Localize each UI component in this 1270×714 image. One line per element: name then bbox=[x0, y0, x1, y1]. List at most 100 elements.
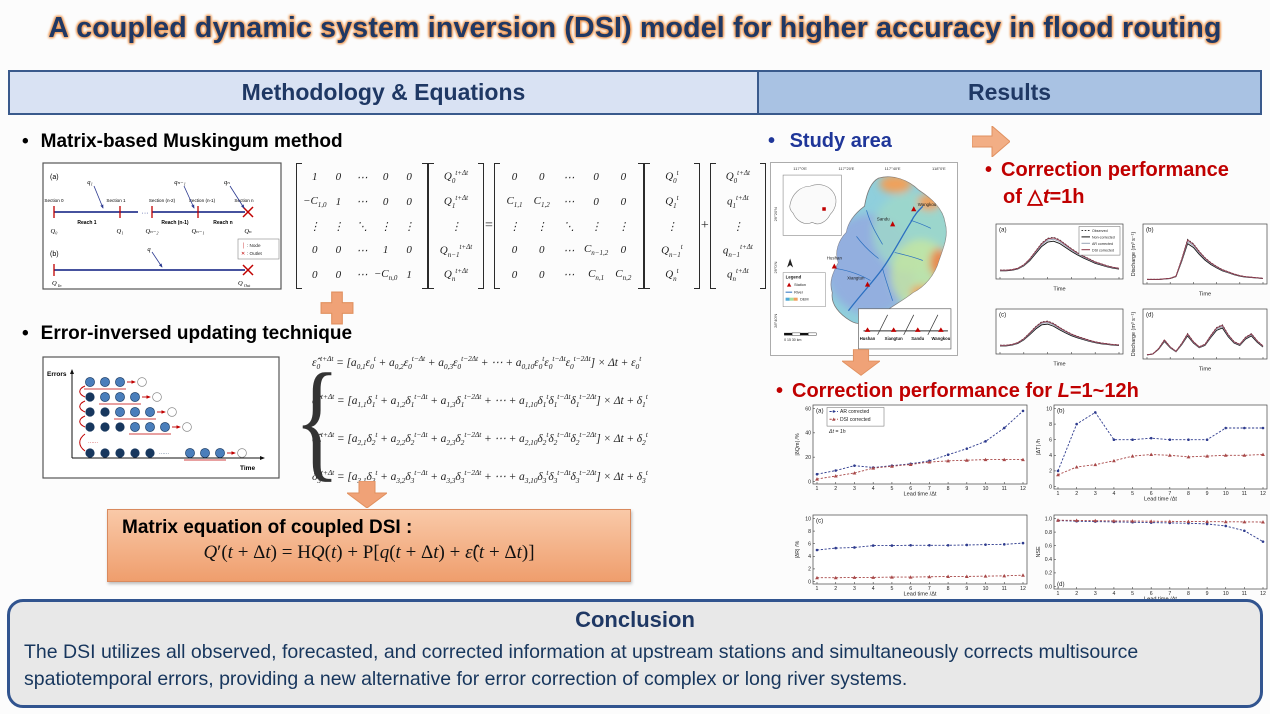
svg-text:6: 6 bbox=[1049, 438, 1052, 444]
lead-time-panel: 0 20 40 60 1 2 3 4 5 6 7 8 9 10 11 12 (a) |δQm| /% Lead ti… bbox=[793, 402, 1270, 603]
dsi-equation-box: Matrix equation of coupled DSI : Q′(t + … bbox=[107, 509, 631, 582]
lateral-vector: Q0t+Δt q1t+Δt ⋮ qn−1t+Δt qnt+Δt bbox=[709, 163, 766, 289]
plus-icon bbox=[320, 291, 354, 325]
svg-text:8: 8 bbox=[947, 586, 950, 592]
svg-text:1.0: 1.0 bbox=[1045, 516, 1052, 522]
map-tick: 117°20′E bbox=[838, 166, 854, 171]
heading-error-updating: • Error-inversed updating technique bbox=[22, 323, 353, 344]
svg-text:5: 5 bbox=[890, 486, 893, 492]
svg-text:Lead time /Δt: Lead time /Δt bbox=[904, 492, 937, 498]
dsi-box-title: Matrix equation of coupled DSI : bbox=[122, 517, 413, 538]
svg-text:(d): (d) bbox=[1057, 581, 1065, 588]
north-arrow-icon bbox=[787, 258, 794, 268]
bullet-icon: • bbox=[776, 380, 784, 402]
svg-text:5: 5 bbox=[1131, 491, 1134, 497]
map-tick: 29°0′N bbox=[773, 261, 778, 273]
svg-text:Station: Station bbox=[794, 283, 806, 287]
heading-correction-lead: • Correction performance for L=1~12h bbox=[776, 380, 1139, 402]
svg-text:4: 4 bbox=[1112, 491, 1115, 497]
error-equation-3: δ̂2t+Δt = [a2,1δ2t + a2,2δ2t−Δt + a2,3δ2… bbox=[312, 430, 648, 448]
lead-plot-nse: 0.00.20.40.60.81.0123456789101112(d)NSEL… bbox=[1034, 512, 1270, 608]
svg-text:0.2: 0.2 bbox=[1045, 571, 1052, 577]
svg-text:60: 60 bbox=[805, 406, 811, 412]
svg-text:10: 10 bbox=[1223, 591, 1229, 597]
svg-text:: Node: : Node bbox=[247, 243, 261, 248]
study-area-map: 117°0′E 117°20′E 117°40′E 118°0′E 29°20′… bbox=[770, 162, 958, 356]
plus-sign: + bbox=[700, 218, 709, 233]
svg-text:8: 8 bbox=[947, 486, 950, 492]
svg-text:4: 4 bbox=[1112, 591, 1115, 597]
svg-text:4: 4 bbox=[808, 554, 811, 560]
inset-station-label: Sandu bbox=[911, 336, 924, 341]
section-label: Section (n-1) bbox=[189, 198, 216, 203]
svg-text:(d): (d) bbox=[1146, 312, 1154, 319]
svg-text:1: 1 bbox=[1057, 591, 1060, 597]
time-axis-label: Time bbox=[240, 465, 255, 472]
lateral-q1-label: q₁ bbox=[87, 179, 93, 186]
study-area-marker bbox=[822, 207, 826, 211]
bullet-icon: • bbox=[22, 323, 29, 344]
river-network bbox=[836, 205, 932, 312]
inset-station-label: Xiangtun bbox=[885, 336, 903, 341]
svg-text:2: 2 bbox=[1075, 591, 1078, 597]
svg-text:10: 10 bbox=[983, 586, 989, 592]
svg-text:AR corrected: AR corrected bbox=[1092, 242, 1113, 246]
page-title: A coupled dynamic system inversion (DSI)… bbox=[48, 12, 1222, 44]
svg-text:(a): (a) bbox=[816, 408, 824, 415]
svg-text:AR corrected: AR corrected bbox=[840, 409, 869, 415]
svg-text:10: 10 bbox=[983, 486, 989, 492]
section-header-bar: Methodology & Equations Results bbox=[8, 70, 1262, 115]
svg-text:3: 3 bbox=[1094, 491, 1097, 497]
svg-text:Time: Time bbox=[1199, 367, 1211, 373]
svg-text:|ΔT| /h: |ΔT| /h bbox=[1036, 439, 1042, 455]
svg-text:0: 0 bbox=[808, 479, 811, 485]
svg-text:7: 7 bbox=[1168, 591, 1171, 597]
svg-text:8: 8 bbox=[1187, 491, 1190, 497]
section-label: Section 1 bbox=[106, 198, 126, 203]
svg-text:(b): (b) bbox=[1146, 227, 1154, 234]
svg-text:6: 6 bbox=[808, 542, 811, 548]
svg-text:3: 3 bbox=[853, 486, 856, 492]
svg-text:Observed: Observed bbox=[1092, 229, 1108, 233]
svg-text:(b): (b) bbox=[1057, 408, 1065, 415]
svg-text:0: 0 bbox=[1049, 484, 1052, 490]
reach-label: Reach n bbox=[213, 220, 232, 226]
svg-text:|δQm| /%: |δQm| /% bbox=[795, 433, 801, 455]
svg-text:Time: Time bbox=[1053, 362, 1065, 368]
brace-icon bbox=[294, 353, 312, 485]
reach-dots: ··· bbox=[142, 210, 149, 217]
inset-station-label: Wangkou bbox=[931, 336, 950, 341]
heading-muskingum: • Matrix-based Muskingum method bbox=[22, 131, 343, 152]
ellipsis-dots: ······ bbox=[88, 440, 98, 446]
svg-text:Discharge (m³ s⁻¹): Discharge (m³ s⁻¹) bbox=[1131, 232, 1137, 277]
map-tick: 29°20′N bbox=[773, 207, 778, 221]
error-equation-1: ε̂0t+Δt = [a0,1ε0t + a0,2ε0t−Δt + a0,3ε0… bbox=[312, 353, 642, 371]
svg-text:10: 10 bbox=[1046, 406, 1052, 412]
svg-text:0.6: 0.6 bbox=[1045, 544, 1052, 550]
svg-text:: Outlet: : Outlet bbox=[247, 251, 263, 256]
svg-text:2: 2 bbox=[834, 586, 837, 592]
svg-text:6: 6 bbox=[909, 486, 912, 492]
section-label: Section 0 bbox=[44, 198, 64, 203]
lateral-q-label: q bbox=[147, 246, 151, 253]
flow-label: Qₙ₋₂ bbox=[145, 228, 159, 235]
conclusion-text: The DSI utilizes all observed, forecaste… bbox=[24, 641, 1139, 690]
svg-text:3: 3 bbox=[1094, 591, 1097, 597]
outlet-x-icon bbox=[242, 206, 254, 218]
header-results: Results bbox=[757, 72, 1260, 113]
svg-text:8: 8 bbox=[1049, 422, 1052, 428]
lead-plot-dt: 0 2 4 6 8 10 1 2 3 4 5 6 7 8 9 10 11 12 (b) |ΔT| /h Lead tim… bbox=[1034, 402, 1270, 508]
svg-text:5: 5 bbox=[1131, 591, 1134, 597]
station-label: Wangkou bbox=[918, 202, 937, 207]
equals-sign: = bbox=[485, 218, 493, 233]
svg-text:12: 12 bbox=[1020, 586, 1026, 592]
flow-in-label: Q bbox=[52, 280, 57, 287]
station-label: Sandu bbox=[877, 216, 890, 221]
svg-text:11: 11 bbox=[1242, 491, 1247, 497]
down-arrow-icon bbox=[347, 481, 387, 508]
svg-text:2: 2 bbox=[1049, 469, 1052, 475]
muskingum-diagram: (a) ··· Section 0 Section 1 Section (n-2… bbox=[42, 162, 282, 290]
svg-text:12: 12 bbox=[1020, 486, 1026, 492]
station-markers: Wangkou Sandu Xiangtun Hushan bbox=[827, 202, 937, 287]
svg-text:Lead time /Δt: Lead time /Δt bbox=[904, 592, 937, 598]
